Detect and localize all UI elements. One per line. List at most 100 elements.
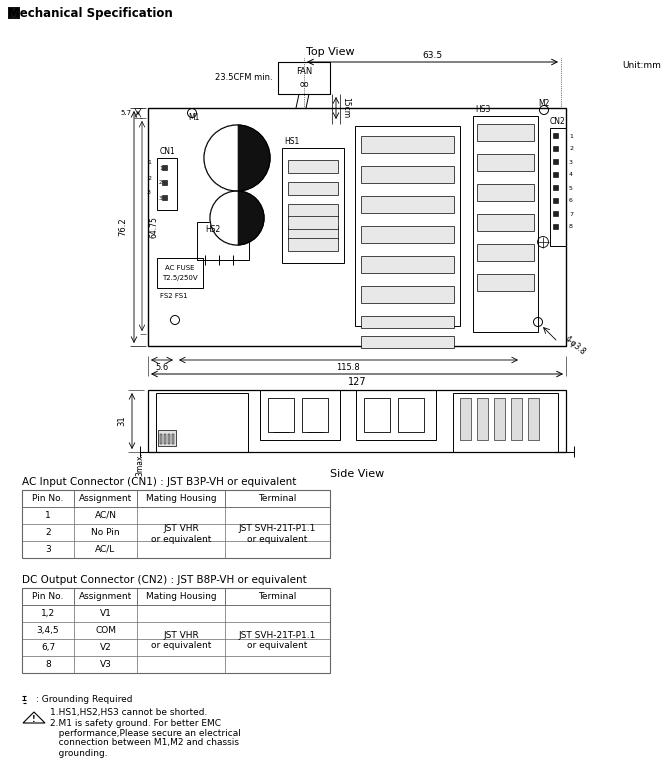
Text: V1: V1: [100, 609, 111, 618]
Text: V2: V2: [100, 643, 111, 652]
Bar: [197, 222, 249, 260]
Text: FS2 FS1: FS2 FS1: [160, 293, 188, 299]
Bar: [361, 196, 454, 213]
Text: 64.75: 64.75: [149, 216, 159, 238]
Bar: [398, 398, 424, 432]
Bar: [278, 62, 330, 94]
Text: 2: 2: [147, 175, 151, 181]
Text: HS2: HS2: [205, 225, 220, 234]
Bar: [160, 434, 162, 444]
Bar: [288, 204, 338, 217]
Text: 2: 2: [45, 528, 51, 537]
Bar: [148, 108, 566, 346]
Text: CN2: CN2: [550, 117, 566, 126]
Text: M2: M2: [538, 99, 549, 107]
Text: DC Output Connector (CN2) : JST B8P-VH or equivalent: DC Output Connector (CN2) : JST B8P-VH o…: [22, 575, 307, 585]
Text: 115.8: 115.8: [336, 364, 360, 372]
Text: : Grounding Required: : Grounding Required: [36, 695, 133, 703]
Text: 4-φ3.8: 4-φ3.8: [563, 334, 588, 356]
Text: 1,2: 1,2: [41, 609, 55, 618]
Bar: [288, 238, 338, 251]
Bar: [356, 390, 436, 440]
Bar: [22, 490, 330, 558]
Bar: [164, 434, 166, 444]
Text: or equivalent: or equivalent: [151, 535, 211, 544]
Text: 6: 6: [569, 198, 573, 204]
Text: performance,Please secure an electrical: performance,Please secure an electrical: [50, 728, 241, 738]
Bar: [477, 274, 534, 291]
Text: 4: 4: [569, 172, 573, 178]
Bar: [473, 116, 538, 332]
Text: AC/L: AC/L: [95, 545, 116, 554]
Text: No Pin: No Pin: [91, 528, 120, 537]
Bar: [137, 490, 225, 507]
Bar: [553, 159, 558, 164]
Bar: [302, 398, 328, 432]
Bar: [528, 398, 539, 440]
Circle shape: [210, 191, 264, 245]
Text: HS3: HS3: [475, 106, 490, 114]
Text: 3: 3: [45, 545, 51, 554]
Text: 63.5: 63.5: [423, 51, 443, 61]
Text: Pin No.: Pin No.: [32, 592, 64, 601]
Bar: [477, 154, 534, 171]
Wedge shape: [210, 191, 237, 245]
Bar: [162, 195, 167, 200]
Bar: [453, 393, 558, 452]
Bar: [225, 588, 330, 605]
Bar: [361, 256, 454, 273]
Bar: [553, 133, 558, 138]
Bar: [553, 224, 558, 229]
Text: JST SVH-21T-P1.1: JST SVH-21T-P1.1: [239, 630, 316, 640]
Text: Assignment: Assignment: [79, 494, 132, 503]
Bar: [158, 430, 176, 446]
Bar: [553, 185, 558, 190]
Bar: [553, 172, 558, 177]
Bar: [477, 244, 534, 261]
Text: Mechanical Specification: Mechanical Specification: [7, 8, 172, 21]
Circle shape: [204, 125, 270, 191]
Bar: [553, 211, 558, 216]
Text: 8: 8: [45, 660, 51, 669]
Text: Assignment: Assignment: [79, 592, 132, 601]
Bar: [361, 316, 454, 328]
Bar: [361, 286, 454, 303]
Text: 1: 1: [147, 161, 151, 165]
Text: 1: 1: [569, 133, 573, 139]
Text: Top View: Top View: [306, 47, 354, 57]
Text: AC FUSE: AC FUSE: [165, 265, 195, 271]
Text: V3: V3: [100, 660, 111, 669]
Bar: [156, 393, 248, 452]
Bar: [477, 184, 534, 201]
Bar: [282, 148, 344, 263]
Wedge shape: [204, 125, 237, 191]
Text: 5.7: 5.7: [121, 110, 131, 116]
Bar: [288, 160, 338, 173]
Bar: [157, 258, 203, 288]
Text: or equivalent: or equivalent: [247, 641, 308, 650]
Bar: [477, 214, 534, 231]
Bar: [8, 7, 20, 19]
Text: 2: 2: [569, 146, 573, 152]
Text: grounding.: grounding.: [50, 748, 108, 758]
Text: 7: 7: [569, 211, 573, 217]
Bar: [553, 198, 558, 203]
Text: Mating Housing: Mating Housing: [145, 592, 216, 601]
Bar: [477, 398, 488, 440]
Text: 3,4,5: 3,4,5: [37, 626, 60, 635]
Text: JST VHR: JST VHR: [163, 630, 199, 640]
Bar: [162, 180, 167, 185]
Bar: [168, 434, 170, 444]
Bar: [137, 588, 225, 605]
Text: FAN: FAN: [296, 67, 312, 77]
Text: 1.HS1,HS2,HS3 cannot be shorted.: 1.HS1,HS2,HS3 cannot be shorted.: [50, 709, 208, 718]
Bar: [550, 128, 566, 246]
Bar: [288, 226, 338, 239]
Bar: [22, 588, 74, 605]
Bar: [162, 165, 167, 170]
Text: CN1: CN1: [159, 148, 175, 156]
Bar: [364, 398, 390, 432]
Bar: [361, 226, 454, 243]
Bar: [260, 390, 340, 440]
Bar: [22, 490, 74, 507]
